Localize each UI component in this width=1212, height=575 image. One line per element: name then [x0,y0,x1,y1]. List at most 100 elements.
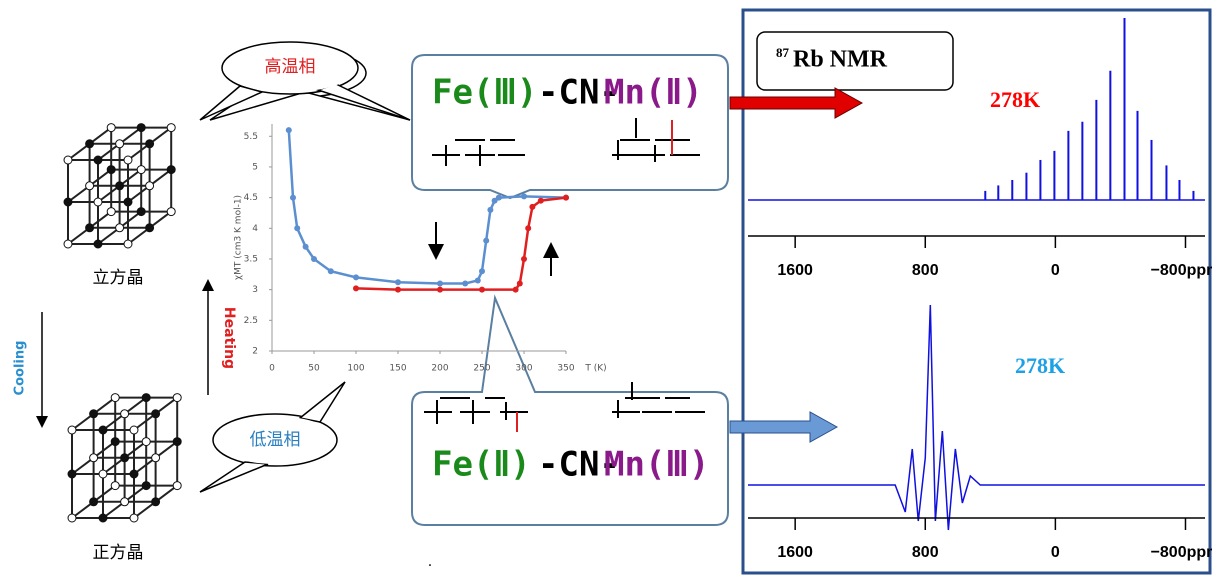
cubic-label: 立方晶 [93,268,144,288]
x-tick-label: 1600 [777,262,813,279]
lattice-atom [107,208,115,216]
lattice-atom [90,454,98,462]
data-point [353,285,359,291]
annotation: 278K [1015,353,1065,378]
red-arrow [730,88,862,118]
lattice-atom [167,166,175,174]
data-point [496,195,502,201]
data-point [437,287,443,293]
lattice-atom [152,498,160,506]
y-tick-label: 5 [252,162,258,172]
x-tick-label: −800ppm [1151,262,1212,279]
lattice-atom [111,438,119,446]
x-tick-label: 800 [912,262,939,279]
data-point [311,256,317,262]
lattice-atom [107,124,115,132]
lattice-atom [137,124,145,132]
lattice-atom [121,410,129,418]
lattice-atom [68,426,76,434]
x-tick-label: 1600 [777,544,813,561]
high-phase-bubble: 高温相 [200,42,410,120]
lattice-atom [173,438,181,446]
formula-part: Mn(Ⅲ) [604,445,709,485]
high-phase-label: 高温相 [265,57,316,77]
lattice-atom [142,482,150,490]
lattice-atom [68,470,76,478]
lattice-atom [116,182,124,190]
lattice-atom [137,208,145,216]
x-tick-label: 100 [347,364,364,374]
lattice-atom [121,454,129,462]
lattice-atom [142,394,150,402]
data-point [563,195,569,201]
data-point [395,279,401,285]
lattice-atom [64,198,72,206]
lattice-atom [86,140,94,148]
data-point [517,281,523,287]
nmr-title: Rb NMR [793,47,888,73]
lattice-atom [64,156,72,164]
nmr-isotope: 87 [776,45,790,60]
formula-part: Fe(Ⅲ) [432,73,537,113]
lattice-atom [90,498,98,506]
data-point [286,127,292,133]
lattice-atom [94,240,102,248]
y-tick-label: 3 [252,285,258,295]
blue-arrow [730,412,837,442]
lattice-atom [86,182,94,190]
x-tick-label: 0 [1051,544,1060,561]
y-tick-label: 2 [252,347,258,357]
cooling-label: Cooling [13,341,28,396]
data-point [479,268,485,274]
y-axis-label: χMT (cm3 K mol-1) [234,195,244,280]
data-point [303,244,309,250]
data-point [353,274,359,280]
data-point [529,204,535,210]
low-phase-label: 低温相 [250,430,301,450]
x-tick-label: 350 [557,364,574,374]
tetragonal-label: 正方晶 [93,543,144,563]
data-point [328,268,334,274]
lattice-atom [94,198,102,206]
x-tick-label: 150 [389,364,406,374]
y-tick-label: 3.5 [244,254,258,264]
data-point [521,193,527,199]
bottom-formula-box: Fe(Ⅱ) -CN- Mn(Ⅲ) [412,298,728,525]
x-tick-label: 200 [431,364,448,374]
lattice-atom [137,166,145,174]
data-point [487,207,493,213]
lattice-atom [173,394,181,402]
lattice-atom [124,198,132,206]
x-tick-label: 800 [912,544,939,561]
lattice-atom [68,514,76,522]
y-tick-label: 5.5 [244,132,258,142]
dot: . [428,554,432,570]
data-point [437,281,443,287]
data-point [513,287,519,293]
x-tick-label: 300 [515,364,532,374]
series-line [356,198,566,290]
crystals [64,124,181,522]
lattice-atom [146,224,154,232]
lattice-atom [146,140,154,148]
lattice-atom [152,410,160,418]
figure: 87 Rb NMR 高温相 低温相 立方晶 正方晶 . Cooling Heat… [0,0,1212,575]
lattice-atom [90,410,98,418]
data-point [294,225,300,231]
y-tick-label: 2.5 [244,316,258,326]
lattice-atom [124,156,132,164]
data-point [395,287,401,293]
lattice-atom [173,482,181,490]
lattice-atom [146,182,154,190]
lattice-atom [167,208,175,216]
lattice-atom [142,438,150,446]
lattice-atom [99,470,107,478]
lattice-atom [152,454,160,462]
lattice-atom [116,140,124,148]
lattice-atom [124,240,132,248]
data-point [475,277,481,283]
formula-part: Fe(Ⅱ) [432,445,531,485]
lattice-atom [130,426,138,434]
x-tick-label: 250 [473,364,490,374]
lattice-atom [107,166,115,174]
